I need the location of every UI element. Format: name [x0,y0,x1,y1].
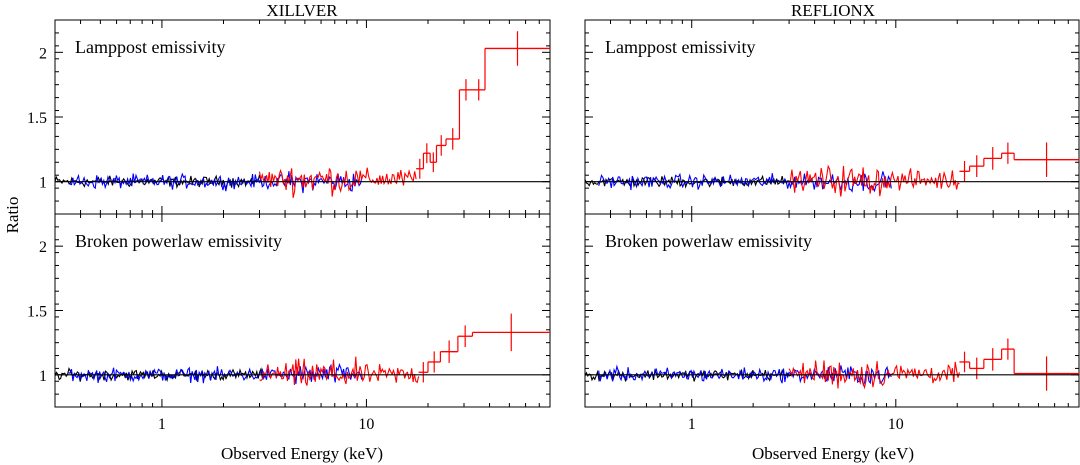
x-tick-label: 1 [158,416,166,433]
panel-bottom: 1 1.5 2 Broken powerlaw emissivity [27,213,551,408]
y-tick-label: 1 [39,175,47,192]
y-tick-label: 1.5 [27,304,47,321]
panel-label: Broken powerlaw emissivity [605,231,812,251]
data-series [788,164,960,197]
chart-title-reflionx: REFLIONX [791,1,875,20]
panel-bottom: Broken powerlaw emissivity [584,213,1080,408]
panel-top: 1 1.5 2 Lamppost emissivity [27,19,551,215]
chart-title-xillver: XILLVER [266,1,338,20]
panel-label: Lamppost emissivity [605,37,756,57]
data-series [788,360,960,390]
x-axis-label-reflionx: Observed Energy (keV) [752,444,914,463]
panel-label: Lamppost emissivity [75,37,226,57]
panel-top: Lamppost emissivity [584,19,1080,215]
x-tick-label: 10 [888,416,904,433]
x-tick-label: 1 [688,416,696,433]
panel-label: Broken powerlaw emissivity [75,231,282,251]
y-tick-label: 1 [39,368,47,385]
data-series [258,167,417,198]
data-series [259,356,420,386]
y-tick-label: 2 [39,239,47,256]
chart-xillver: XILLVER Observed Energy (keV) 1 1.5 2 Lampp… [27,1,551,463]
x-axis-label-xillver: Observed Energy (keV) [221,444,383,463]
y-tick-label: 2 [39,45,47,62]
data-series [598,364,892,387]
x-tick-label: 10 [358,416,374,433]
y-tick-label: 1.5 [27,110,47,127]
y-axis-label: Ratio [3,197,22,234]
chart-reflionx: REFLIONX Observed Energy (keV) Lamppost … [584,1,1080,463]
